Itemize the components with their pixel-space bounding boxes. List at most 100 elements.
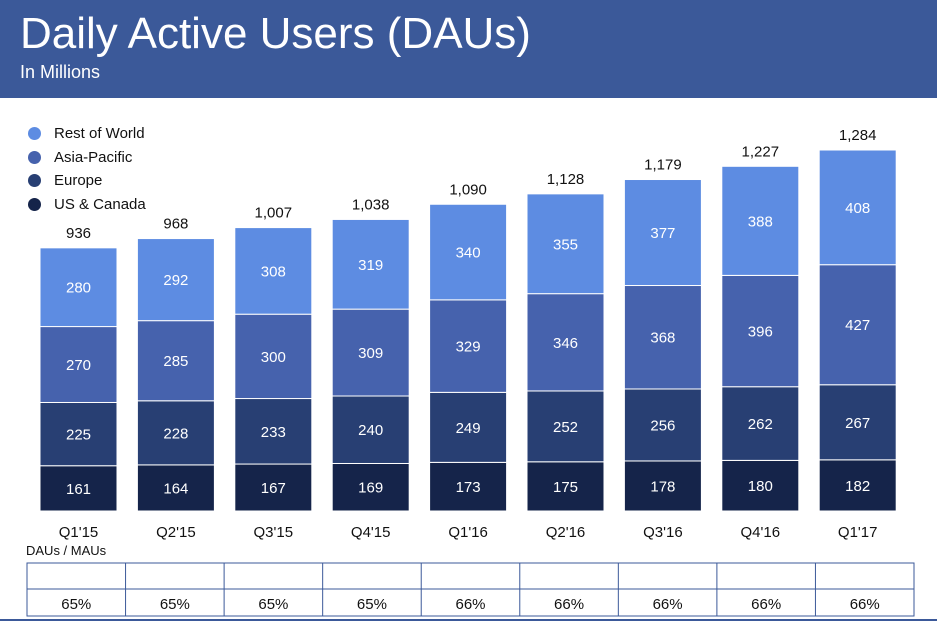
bar-segment-asia-pacific — [429, 299, 508, 393]
data-label: 340 — [456, 245, 481, 262]
data-label: 396 — [748, 324, 773, 341]
total-label: 1,284 — [839, 127, 877, 144]
bar-segment-asia-pacific — [331, 308, 410, 397]
ratio-caption: DAUs / MAUs — [26, 543, 107, 558]
bar-segment-rest-of-world — [136, 238, 215, 322]
bar-segment-us-canada — [39, 465, 118, 512]
data-label: 256 — [650, 417, 675, 434]
legend-swatch-europe — [28, 174, 41, 188]
bar-segment-us-canada — [623, 460, 702, 512]
data-label: 267 — [845, 415, 870, 432]
legend-label: Asia-Pacific — [54, 148, 133, 166]
total-label: 1,007 — [255, 205, 293, 222]
data-label: 319 — [358, 257, 383, 274]
data-label: 329 — [456, 339, 481, 356]
data-label: 233 — [261, 424, 286, 441]
bar-segment-rest-of-world — [818, 149, 897, 266]
ratio-value: 66% — [455, 596, 485, 613]
total-label: 1,128 — [547, 171, 585, 188]
data-label: 164 — [163, 480, 188, 497]
ratio-value: 65% — [258, 596, 288, 613]
bar-segment-europe — [331, 395, 410, 464]
data-label: 300 — [261, 349, 286, 366]
bar-segment-europe — [818, 384, 897, 461]
legend-item-us-canada: US & Canada — [28, 193, 146, 217]
legend-label: US & Canada — [54, 195, 146, 213]
x-tick-label: Q2'15 — [156, 524, 196, 541]
data-label: 180 — [748, 478, 773, 495]
page-subtitle: In Millions — [20, 62, 101, 82]
x-tick-label: Q4'15 — [351, 524, 391, 541]
data-label: 280 — [66, 280, 91, 297]
header-banner: Daily Active Users (DAUs) In Millions — [0, 0, 937, 98]
data-label: 252 — [553, 419, 578, 436]
data-label: 161 — [66, 481, 91, 498]
total-label: 968 — [163, 216, 188, 233]
legend-label: Rest of World — [54, 125, 145, 143]
data-label: 308 — [261, 263, 286, 280]
total-label: 1,090 — [449, 181, 487, 198]
ratio-value: 65% — [160, 596, 190, 613]
ratio-value: 65% — [357, 596, 387, 613]
ratio-value: 66% — [850, 596, 880, 613]
data-label: 388 — [748, 213, 773, 230]
data-label: 355 — [553, 236, 578, 253]
x-tick-label: Q2'16 — [546, 524, 586, 541]
bar-segment-asia-pacific — [526, 293, 605, 392]
x-tick-label: Q3'15 — [254, 524, 294, 541]
data-label: 182 — [845, 478, 870, 495]
data-label: 270 — [66, 357, 91, 374]
ratio-value: 65% — [61, 596, 91, 613]
legend-item-europe: Europe — [28, 169, 146, 193]
bar-segment-us-canada — [721, 459, 800, 512]
page-title: Daily Active Users (DAUs) — [20, 9, 531, 58]
total-label: 936 — [66, 225, 91, 242]
x-tick-label: Q1'15 — [59, 524, 99, 541]
data-label: 228 — [163, 425, 188, 442]
bar-segment-rest-of-world — [234, 227, 313, 315]
legend-swatch-rest-of-world — [28, 127, 41, 141]
total-label: 1,038 — [352, 196, 390, 213]
bar-segment-rest-of-world — [623, 179, 702, 287]
legend-label: Europe — [54, 172, 103, 190]
legend-swatch-us-canada — [28, 197, 41, 211]
bar-segment-us-canada — [234, 463, 313, 512]
bar-segment-us-canada — [818, 459, 897, 512]
bar-segment-asia-pacific — [136, 320, 215, 402]
bar-segment-rest-of-world — [429, 203, 508, 301]
ratio-value: 66% — [653, 596, 683, 613]
bar-segment-us-canada — [331, 462, 410, 512]
x-tick-label: Q3'16 — [643, 524, 683, 541]
x-tick-label: Q1'16 — [448, 524, 488, 541]
data-label: 377 — [650, 225, 675, 242]
data-label: 292 — [163, 272, 188, 289]
data-label: 169 — [358, 480, 383, 497]
ratio-value: 66% — [554, 596, 584, 613]
bar-segment-europe — [136, 400, 215, 466]
data-label: 178 — [650, 478, 675, 495]
x-tick-label: Q4'16 — [741, 524, 781, 541]
ratio-value: 66% — [751, 596, 781, 613]
x-tick-label: Q1'17 — [838, 524, 878, 541]
bar-segment-asia-pacific — [234, 313, 313, 400]
data-label: 346 — [553, 335, 578, 352]
bar-segment-europe — [623, 388, 702, 462]
data-label: 309 — [358, 345, 383, 362]
bar-segment-europe — [721, 386, 800, 461]
data-label: 249 — [456, 420, 481, 437]
bar-segment-asia-pacific — [623, 285, 702, 390]
total-label: 1,179 — [644, 157, 682, 174]
bar-segment-europe — [429, 391, 508, 463]
data-label: 262 — [748, 416, 773, 433]
data-label: 285 — [163, 353, 188, 370]
data-label: 167 — [261, 480, 286, 497]
legend-item-asia-pacific: Asia-Pacific — [28, 146, 146, 170]
data-label: 408 — [845, 200, 870, 217]
bar-segment-rest-of-world — [39, 247, 118, 328]
bar-segment-rest-of-world — [331, 218, 410, 310]
bar-segment-asia-pacific — [721, 274, 800, 388]
bar-segment-rest-of-world — [526, 193, 605, 295]
bar-segment-rest-of-world — [721, 165, 800, 276]
data-label: 225 — [66, 427, 91, 444]
